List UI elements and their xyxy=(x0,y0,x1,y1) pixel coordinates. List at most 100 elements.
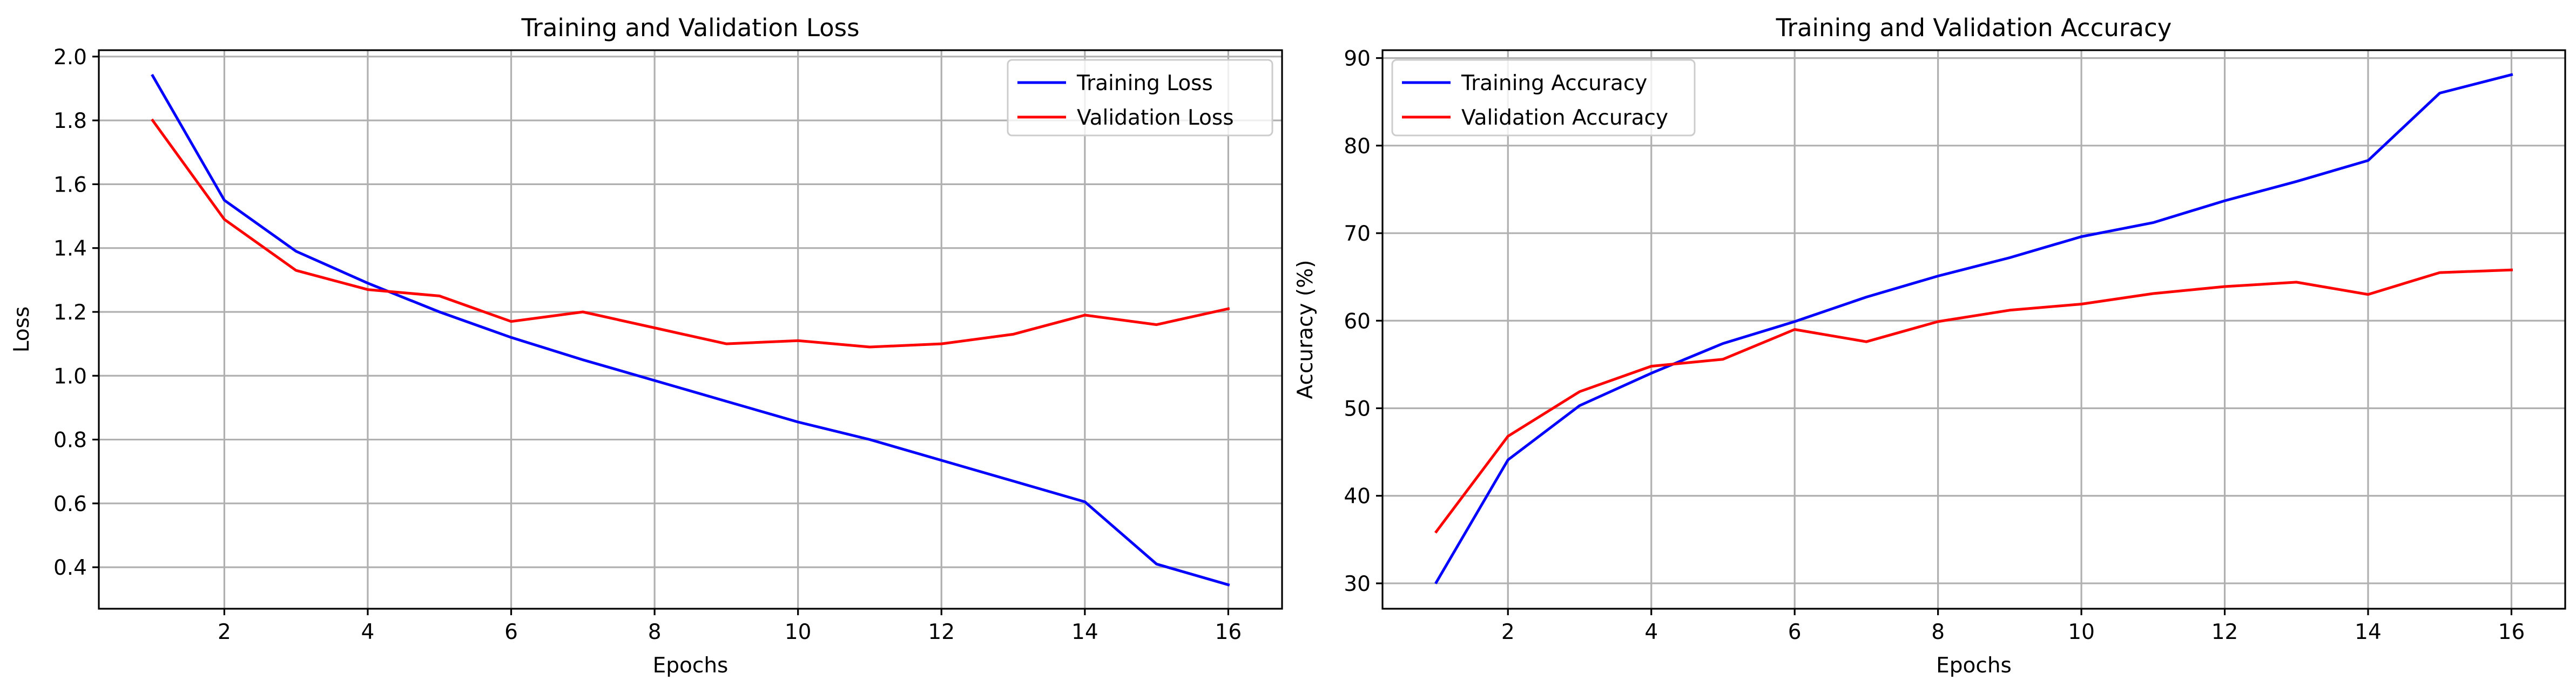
data-point xyxy=(652,326,657,330)
x-tick-label: 14 xyxy=(1071,620,1098,644)
y-tick-label: 0.8 xyxy=(53,428,87,453)
data-point xyxy=(437,310,442,314)
data-point xyxy=(222,198,226,202)
series-line-2 xyxy=(1434,268,2513,534)
data-point xyxy=(1506,458,1510,462)
legend-label-1: Training Accuracy xyxy=(1461,71,1647,96)
y-tick-label: 0.4 xyxy=(53,556,87,580)
data-point xyxy=(1649,364,1654,369)
plot-frame xyxy=(1381,49,2566,610)
data-point xyxy=(1083,313,1087,317)
data-point xyxy=(366,288,370,292)
x-tick-label: 4 xyxy=(361,620,375,644)
y-tick-label: 40 xyxy=(1344,485,1371,509)
data-point xyxy=(1011,479,1015,483)
legend-box xyxy=(1007,59,1273,137)
data-point xyxy=(1226,583,1230,587)
y-tick-label: 70 xyxy=(1344,222,1371,246)
y-tick-label: 90 xyxy=(1344,47,1371,71)
x-tick-label: 10 xyxy=(2068,620,2095,644)
x-tick-label: 14 xyxy=(2355,620,2382,644)
x-axis-label: Epochs xyxy=(653,654,729,678)
data-point xyxy=(1155,562,1159,566)
data-point xyxy=(151,73,155,78)
subplot-2: 2 4 6 8 10 12 14 16 30 40 50 60 70 80 90 Training and V… xyxy=(1293,13,2566,678)
data-point xyxy=(2079,235,2083,239)
data-point xyxy=(366,281,370,285)
data-point xyxy=(222,217,226,222)
data-point xyxy=(2007,308,2012,312)
data-point xyxy=(1011,332,1015,336)
series-line-2 xyxy=(151,118,1230,349)
data-point xyxy=(939,342,943,346)
data-point xyxy=(1506,434,1510,438)
data-point xyxy=(868,345,872,349)
y-tick-label: 50 xyxy=(1344,397,1371,421)
data-point xyxy=(2438,91,2442,96)
legend-label-2: Validation Loss xyxy=(1077,106,1234,130)
data-point xyxy=(1792,328,1797,332)
x-axis-label: Epochs xyxy=(1936,654,2012,678)
data-point xyxy=(2151,221,2155,225)
legend: Training Accuracy Validation Accuracy xyxy=(1391,59,1696,137)
x-tick-label: 8 xyxy=(1931,620,1945,644)
x-tick-label: 6 xyxy=(504,620,518,644)
data-point xyxy=(1155,323,1159,327)
x-tick-label: 6 xyxy=(1788,620,1802,644)
chart-title: Training and Validation Loss xyxy=(521,13,859,42)
data-point xyxy=(1577,404,1582,408)
series-line-1 xyxy=(1434,73,2513,584)
data-point xyxy=(2223,199,2227,203)
data-point xyxy=(1721,357,1725,362)
data-point xyxy=(2151,291,2155,296)
data-point xyxy=(509,319,514,324)
x-tick-label: 16 xyxy=(2498,620,2525,644)
data-point xyxy=(2510,268,2514,272)
data-point xyxy=(724,399,729,404)
data-point xyxy=(1721,342,1725,346)
data-point xyxy=(1083,500,1087,504)
x-tick-label: 2 xyxy=(218,620,231,644)
data-point xyxy=(1864,295,1869,300)
subplot-1: 2 4 6 8 10 12 14 16 0.4 0.6 0.8 1.0 1.2 1.4 1.6 1.8 2.0 T… xyxy=(10,13,1283,678)
y-tick-label: 1.2 xyxy=(53,301,87,325)
data-point xyxy=(652,378,657,383)
data-point xyxy=(1936,319,1940,324)
data-point xyxy=(151,118,155,123)
x-tick-label: 8 xyxy=(648,620,662,644)
data-point xyxy=(1226,307,1230,311)
x-tick-label: 2 xyxy=(1501,620,1515,644)
data-point xyxy=(796,338,800,343)
data-point xyxy=(1936,274,1940,278)
legend-box xyxy=(1391,59,1696,137)
data-point xyxy=(2294,280,2298,284)
y-tick-label: 1.8 xyxy=(53,109,87,133)
data-point xyxy=(2294,179,2298,183)
data-point xyxy=(294,249,298,254)
plot-frame xyxy=(98,49,1283,610)
data-point xyxy=(2438,270,2442,275)
data-point xyxy=(1792,319,1797,324)
legend-label-1: Training Loss xyxy=(1076,71,1213,96)
y-tick-label: 1.0 xyxy=(53,364,87,389)
data-point xyxy=(939,458,943,462)
x-tick-label: 12 xyxy=(928,620,955,644)
data-point xyxy=(1434,580,1439,584)
data-point xyxy=(437,294,442,298)
data-point xyxy=(724,342,729,346)
series-line-1 xyxy=(151,73,1230,587)
data-point xyxy=(581,358,585,362)
data-point xyxy=(2510,72,2514,77)
data-point xyxy=(294,268,298,273)
y-tick-label: 0.6 xyxy=(53,492,87,516)
y-tick-label: 60 xyxy=(1344,309,1371,334)
y-axis-label: Accuracy (%) xyxy=(1293,260,1318,399)
y-tick-label: 1.6 xyxy=(53,173,87,197)
data-point xyxy=(1864,339,1869,344)
data-point xyxy=(1649,371,1654,376)
data-point xyxy=(509,335,514,339)
data-point xyxy=(2366,158,2370,162)
x-tick-label: 16 xyxy=(1215,620,1242,644)
data-point xyxy=(2007,256,2012,260)
